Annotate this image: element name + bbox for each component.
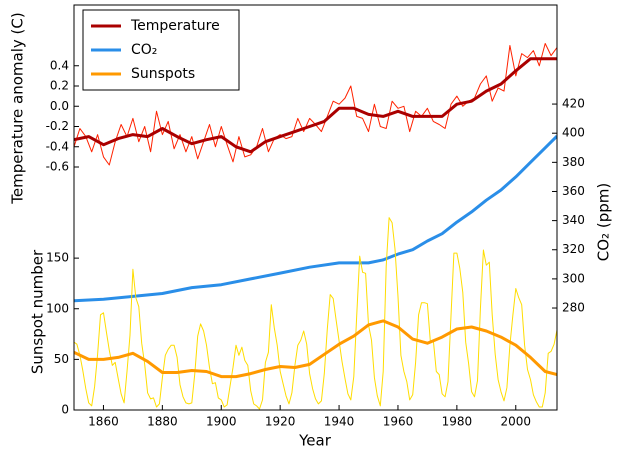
y2-tick-label: 420 (562, 97, 585, 111)
x-tick-label: 1880 (147, 415, 178, 429)
y3-axis-label: Sunspot number (29, 249, 47, 374)
y3-tick-label: 50 (54, 352, 69, 366)
x-tick-label: 1960 (383, 415, 414, 429)
y2-tick-label: 360 (562, 184, 585, 198)
y2-axis-label: CO₂ (ppm) (595, 183, 613, 261)
y-tick-label: 0.0 (50, 99, 69, 113)
y3-tick-label: 0 (61, 403, 69, 417)
x-tick-label: 1920 (265, 415, 296, 429)
series-line (74, 319, 557, 379)
legend-label: Sunspots (131, 66, 195, 82)
y-tick-label: -0.4 (46, 139, 69, 153)
x-axis-label: Year (298, 432, 332, 450)
y2-tick-label: 380 (562, 155, 585, 169)
legend-label: CO₂ (131, 42, 157, 58)
x-tick-label: 1940 (324, 415, 355, 429)
series-line (74, 57, 557, 154)
y3-tick-label: 150 (46, 251, 69, 265)
x-tick-label: 2000 (500, 415, 531, 429)
series-line (74, 135, 557, 303)
y-axis-label: Temperature anomaly (C) (9, 12, 27, 204)
y2-tick-label: 300 (562, 271, 585, 285)
plot-frame (73, 4, 558, 411)
y-tick-label: 0.2 (50, 79, 69, 93)
x-tick-label: 1900 (206, 415, 237, 429)
y-tick-label: -0.2 (46, 119, 69, 133)
y2-tick-label: 400 (562, 126, 585, 140)
legend-label: Temperature (130, 18, 220, 34)
y2-tick-label: 340 (562, 213, 585, 227)
x-tick-label: 1980 (442, 415, 473, 429)
y-tick-label: 0.4 (50, 58, 69, 72)
series-line (74, 217, 557, 410)
plot-area (74, 43, 557, 410)
y2-tick-label: 280 (562, 301, 585, 315)
y2-tick-label: 320 (562, 242, 585, 256)
y3-tick-label: 100 (46, 301, 69, 315)
x-tick-label: 1860 (88, 415, 119, 429)
y-tick-label: -0.6 (46, 160, 69, 174)
